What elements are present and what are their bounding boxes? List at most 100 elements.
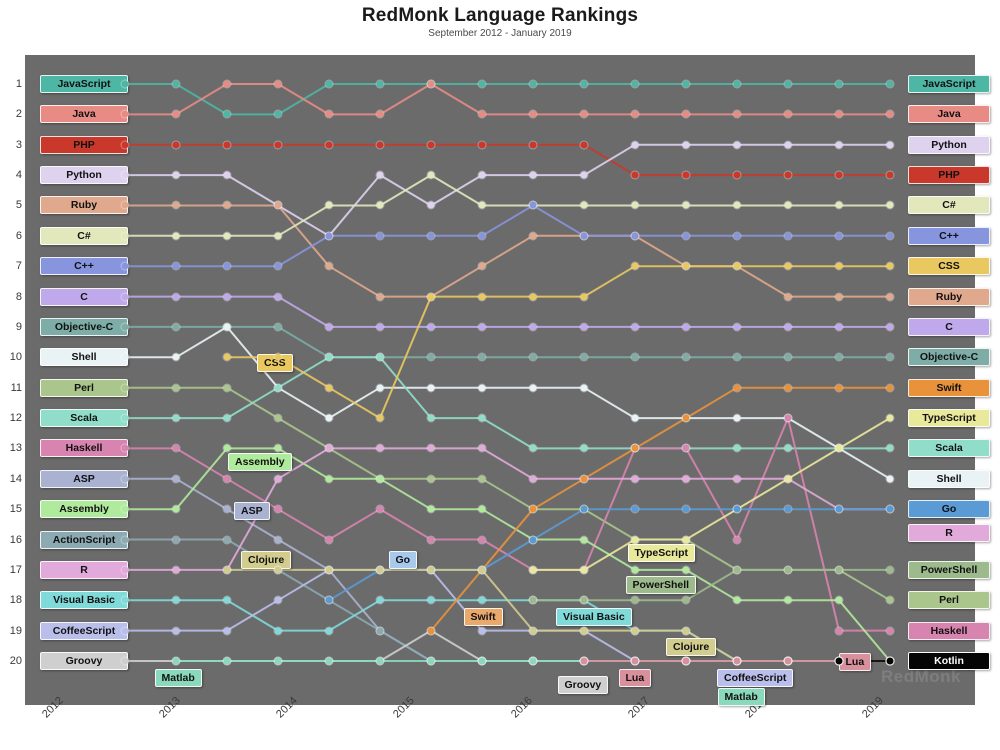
left-label-shell[interactable]: Shell [40, 348, 128, 367]
data-point [886, 201, 894, 209]
data-point [580, 293, 588, 301]
data-point [172, 536, 180, 544]
data-point [121, 384, 129, 392]
left-label-asp[interactable]: ASP [40, 469, 128, 488]
inline-label-matlab[interactable]: Matlab [154, 669, 202, 687]
data-point [376, 414, 384, 422]
data-point [784, 293, 792, 301]
data-point [529, 201, 537, 209]
data-point [223, 171, 231, 179]
data-point [172, 232, 180, 240]
inline-label-lua[interactable]: Lua [838, 653, 872, 671]
data-point [274, 566, 282, 574]
rank-tick-4: 4 [15, 169, 22, 182]
left-label-javascript[interactable]: JavaScript [40, 75, 128, 93]
right-label-haskell[interactable]: Haskell [908, 621, 990, 640]
data-point [223, 627, 231, 635]
inline-label-lua[interactable]: Lua [618, 669, 652, 687]
right-label-scala[interactable]: Scala [908, 439, 990, 458]
left-label-c-[interactable]: C# [40, 226, 128, 245]
data-point [529, 110, 537, 118]
watermark: RedMonk [881, 667, 961, 686]
right-label-kotlin[interactable]: Kotlin [908, 652, 990, 670]
data-point [529, 353, 537, 361]
left-label-r[interactable]: R [40, 560, 128, 579]
data-point [733, 323, 741, 331]
left-label-perl[interactable]: Perl [40, 378, 128, 397]
left-label-php[interactable]: PHP [40, 135, 128, 154]
data-point [631, 596, 639, 604]
right-label-java[interactable]: Java [908, 105, 990, 124]
data-point [427, 414, 435, 422]
left-label-objective-c[interactable]: Objective-C [40, 317, 128, 336]
right-label-ruby[interactable]: Ruby [908, 287, 990, 306]
data-point [427, 505, 435, 513]
right-label-php[interactable]: PHP [908, 166, 990, 185]
right-label-perl[interactable]: Perl [908, 591, 990, 610]
data-point [631, 414, 639, 422]
inline-label-coffeescript[interactable]: CoffeeScript [717, 669, 794, 687]
right-label-objective-c[interactable]: Objective-C [908, 348, 990, 367]
data-point [172, 384, 180, 392]
data-point [325, 596, 333, 604]
left-label-actionscript[interactable]: ActionScript [40, 530, 128, 549]
inline-label-go[interactable]: Go [388, 551, 418, 569]
data-point [223, 536, 231, 544]
data-point [784, 110, 792, 118]
left-label-python[interactable]: Python [40, 166, 128, 185]
inline-label-clojure[interactable]: Clojure [666, 638, 717, 656]
inline-label-css[interactable]: CSS [257, 354, 293, 372]
data-point [529, 566, 537, 574]
right-label-javascript[interactable]: JavaScript [908, 75, 990, 93]
right-label-css[interactable]: CSS [908, 257, 990, 276]
data-point [427, 293, 435, 301]
rank-tick-10: 10 [9, 351, 22, 364]
right-label-c-[interactable]: C# [908, 196, 990, 215]
right-label-powershell[interactable]: PowerShell [908, 560, 990, 579]
inline-label-swift[interactable]: Swift [463, 608, 503, 626]
right-label-shell[interactable]: Shell [908, 469, 990, 488]
data-point [376, 293, 384, 301]
left-label-coffeescript[interactable]: CoffeeScript [40, 621, 128, 640]
data-point [274, 201, 282, 209]
data-point [733, 232, 741, 240]
inline-label-typescript[interactable]: TypeScript [627, 544, 695, 562]
right-label-r[interactable]: R [908, 524, 990, 543]
data-point [223, 262, 231, 270]
left-label-visual-basic[interactable]: Visual Basic [40, 591, 128, 610]
right-label-typescript[interactable]: TypeScript [908, 409, 990, 428]
left-label-java[interactable]: Java [40, 105, 128, 124]
left-label-ruby[interactable]: Ruby [40, 196, 128, 215]
data-point [835, 353, 843, 361]
inline-label-assembly[interactable]: Assembly [228, 453, 292, 471]
inline-label-visual-basic[interactable]: Visual Basic [556, 608, 632, 626]
inline-label-asp[interactable]: ASP [234, 502, 270, 520]
left-label-c-[interactable]: C++ [40, 257, 128, 276]
inline-label-powershell[interactable]: PowerShell [625, 576, 697, 594]
inline-label-clojure[interactable]: Clojure [241, 551, 292, 569]
left-label-assembly[interactable]: Assembly [40, 500, 128, 519]
right-label-swift[interactable]: Swift [908, 378, 990, 397]
right-label-go[interactable]: Go [908, 500, 990, 519]
inline-label-groovy[interactable]: Groovy [557, 676, 609, 694]
inline-label-matlab[interactable]: Matlab [717, 688, 765, 706]
left-label-haskell[interactable]: Haskell [40, 439, 128, 458]
right-label-c[interactable]: C [908, 317, 990, 336]
data-point [784, 414, 792, 422]
data-point [580, 596, 588, 604]
data-point [427, 232, 435, 240]
data-point [325, 141, 333, 149]
data-point [784, 657, 792, 665]
data-point [886, 566, 894, 574]
data-point [784, 80, 792, 88]
left-label-c[interactable]: C [40, 287, 128, 306]
data-point [121, 262, 129, 270]
left-label-scala[interactable]: Scala [40, 409, 128, 428]
data-point [427, 475, 435, 483]
right-label-python[interactable]: Python [908, 135, 990, 154]
left-label-groovy[interactable]: Groovy [40, 652, 128, 670]
right-label-c-[interactable]: C++ [908, 226, 990, 245]
data-point [529, 505, 537, 513]
data-point [835, 384, 843, 392]
data-point [835, 80, 843, 88]
